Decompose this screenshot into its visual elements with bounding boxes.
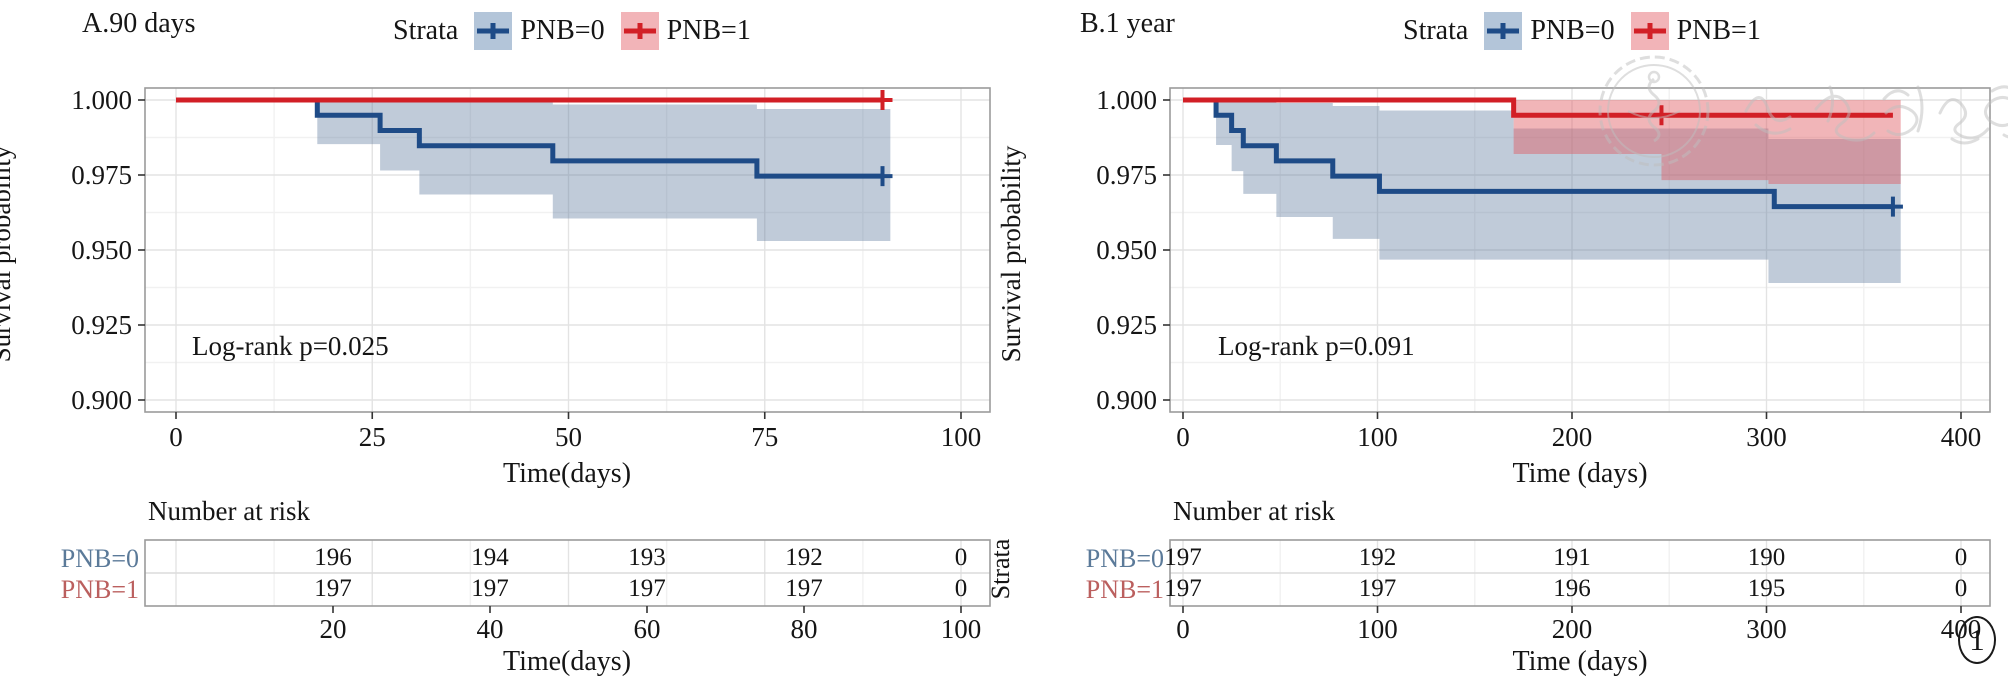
legend-swatch-pnb1-icon [1630,12,1669,50]
svg-text:196: 196 [314,544,352,571]
pvalue-b: Log-rank p=0.091 [1218,331,1415,361]
svg-text:400: 400 [1941,422,1982,452]
risk-table-header-b: Number at risk [1173,496,1335,526]
panel-a-title: A.90 days [82,8,196,39]
legend-b: Strata PNB=0 PNB=1 [1403,12,1761,50]
panel-b: 0 100 200 300 400 1.000 0.975 0.950 0.925 0.900 19… [986,0,2008,681]
legend-a: Strata PNB=0 PNB=1 [393,12,751,50]
svg-text:0.900: 0.900 [1096,385,1157,415]
risk-row-label-pnb1-a: PNB=1 [60,575,139,604]
journal-watermark [1598,55,2008,167]
legend-item-pnb0: PNB=0 [474,12,605,50]
risk-x-axis-title-b: Time (days) [1512,646,1648,677]
panel-a: 0 25 50 75 100 1.000 0.975 0.950 0.925 0.900 196 19… [0,8,991,677]
svg-text:50: 50 [555,422,582,452]
svg-text:197: 197 [1164,575,1202,602]
figure-number-badge: 1 [1958,616,1996,664]
svg-text:0: 0 [1955,575,1968,602]
svg-text:60: 60 [634,614,661,644]
svg-text:0.975: 0.975 [71,160,132,190]
legend-swatch-pnb0-icon [1484,12,1523,50]
legend-label-pnb0: PNB=0 [1530,15,1615,46]
svg-text:192: 192 [785,544,823,571]
y-axis-title-b: Survival probability [996,145,1026,363]
svg-text:197: 197 [785,575,823,602]
svg-text:100: 100 [941,614,982,644]
legend-swatch-pnb1-icon [620,12,659,50]
risk-table-header-a: Number at risk [148,496,310,526]
figure-number: 1 [1969,622,1985,657]
x-axis-title-b: Time (days) [1512,458,1648,489]
risk-row-label-pnb0-a: PNB=0 [60,544,139,573]
svg-text:0.950: 0.950 [71,235,132,265]
svg-text:0: 0 [169,422,183,452]
legend-label-pnb1: PNB=1 [1676,15,1761,46]
svg-text:196: 196 [1553,575,1591,602]
pvalue-a: Log-rank p=0.025 [192,331,389,361]
svg-text:197: 197 [471,575,509,602]
svg-text:197: 197 [314,575,352,602]
svg-text:1.000: 1.000 [1096,85,1157,115]
svg-text:0.925: 0.925 [1096,310,1157,340]
svg-text:0: 0 [1955,544,1968,571]
svg-text:1.000: 1.000 [71,85,132,115]
risk-row-label-pnb1-b: PNB=1 [1085,575,1164,604]
svg-text:100: 100 [941,422,982,452]
svg-text:197: 197 [1164,544,1202,571]
svg-text:0: 0 [955,544,968,571]
svg-text:192: 192 [1359,544,1397,571]
legend-label-pnb0: PNB=0 [520,15,605,46]
svg-text:0: 0 [955,575,968,602]
y-axis-title-a: Survival probability [0,145,16,363]
x-axis-title-a: Time(days) [502,458,632,489]
svg-text:40: 40 [477,614,504,644]
svg-text:200: 200 [1552,422,1593,452]
svg-text:100: 100 [1357,614,1398,644]
risk-x-axis-title-a: Time(days) [502,646,632,677]
svg-text:0.925: 0.925 [71,310,132,340]
svg-text:197: 197 [628,575,666,602]
survival-chart-b: 0 100 200 300 400 1.000 0.975 0.950 0.925 0.900 19… [1096,85,1991,644]
survival-chart-a: 0 25 50 75 100 1.000 0.975 0.950 0.925 0.900 196 19… [71,85,991,644]
svg-text:80: 80 [791,614,818,644]
legend-item-pnb0: PNB=0 [1484,12,1615,50]
legend-item-pnb1: PNB=1 [620,12,751,50]
svg-text:0: 0 [1176,614,1190,644]
svg-text:200: 200 [1552,614,1593,644]
legend-label-pnb1: PNB=1 [666,15,751,46]
svg-text:300: 300 [1746,614,1787,644]
legend-title: Strata [1403,15,1469,46]
panel-b-title: B.1 year [1080,8,1175,39]
svg-text:75: 75 [751,422,778,452]
svg-text:195: 195 [1748,575,1786,602]
svg-text:197: 197 [1359,575,1397,602]
svg-text:100: 100 [1357,422,1398,452]
svg-text:0.950: 0.950 [1096,235,1157,265]
svg-text:20: 20 [320,614,347,644]
svg-text:193: 193 [628,544,666,571]
svg-text:194: 194 [471,544,509,571]
svg-text:190: 190 [1748,544,1786,571]
svg-text:300: 300 [1746,422,1787,452]
svg-text:0.900: 0.900 [71,385,132,415]
svg-text:0.975: 0.975 [1096,160,1157,190]
svg-text:0: 0 [1176,422,1190,452]
legend-swatch-pnb0-icon [474,12,513,50]
svg-text:25: 25 [359,422,386,452]
legend-item-pnb1: PNB=1 [1630,12,1761,50]
svg-text:191: 191 [1553,544,1591,571]
risk-row-label-pnb0-b: PNB=0 [1085,544,1164,573]
legend-title: Strata [393,15,459,46]
